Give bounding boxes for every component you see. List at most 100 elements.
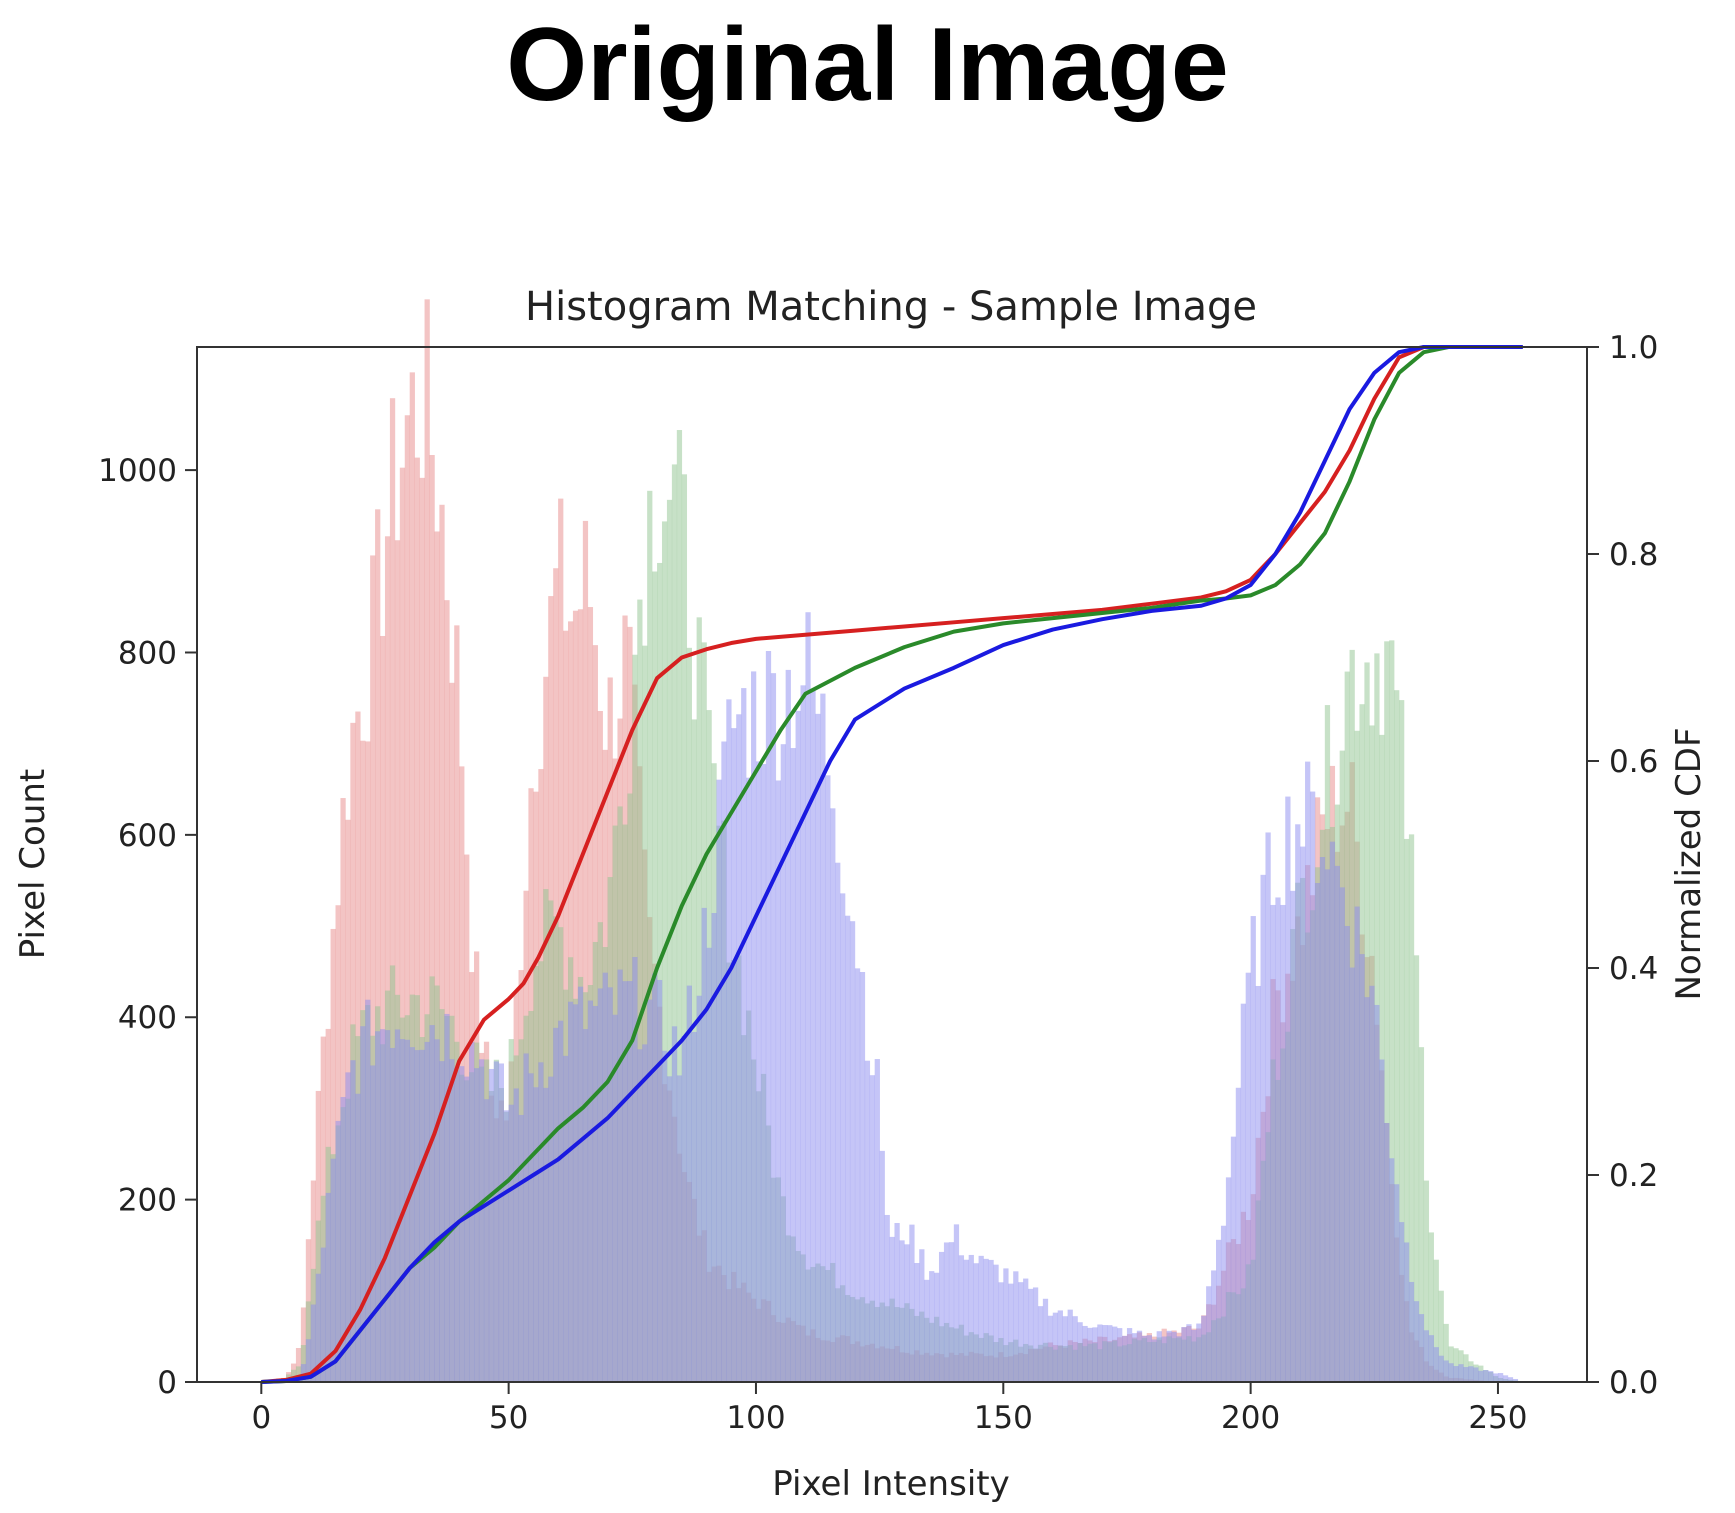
blue-hist-bar: [380, 1029, 386, 1382]
green-cdf-line: [261, 345, 1523, 1384]
blue-hist-bar: [1413, 1301, 1420, 1382]
blue-hist-bar: [1369, 985, 1375, 1382]
blue-hist-bar: [1502, 1375, 1509, 1382]
blue-hist-bar: [820, 693, 826, 1382]
blue-hist-bar: [582, 1029, 589, 1382]
blue-hist-bar: [1245, 972, 1251, 1382]
blue-hist-bar: [1018, 1282, 1024, 1382]
blue-hist-bar: [355, 1093, 361, 1382]
blue-hist-bar: [1250, 916, 1256, 1382]
blue-hist-bar: [889, 1236, 895, 1382]
blue-hist-bar: [1131, 1333, 1138, 1382]
blue-hist-bar: [493, 1061, 500, 1382]
blue-hist-bar: [1240, 1003, 1246, 1382]
blue-cdf-line: [261, 345, 1523, 1384]
blue-hist-bar: [869, 1075, 875, 1382]
blue-hist-bar: [1354, 906, 1360, 1382]
blue-hist-bar: [1334, 865, 1340, 1382]
green-hist-bar: [1394, 690, 1400, 1382]
green-hist-bar: [657, 562, 663, 1382]
blue-hist-bar: [1468, 1366, 1474, 1382]
blue-hist-bar: [1062, 1316, 1068, 1382]
blue-hist-bar: [760, 764, 767, 1382]
blue-hist-bar: [840, 893, 846, 1382]
blue-hist-bar: [978, 1255, 984, 1382]
green-hist-bar: [1438, 1290, 1444, 1382]
blue-hist-bar: [686, 985, 692, 1382]
blue-histogram: [261, 612, 1523, 1382]
blue-hist-bar: [498, 1063, 504, 1382]
blue-hist-bar: [1497, 1373, 1504, 1382]
blue-hist-bar: [1136, 1330, 1143, 1382]
blue-hist-bar: [1057, 1310, 1063, 1382]
green-hist-bar: [1453, 1348, 1459, 1382]
blue-hist-bar: [1418, 1314, 1425, 1382]
blue-hist-bar: [533, 1087, 539, 1382]
green-hist-bar: [1399, 700, 1405, 1382]
blue-hist-bar: [1141, 1335, 1148, 1382]
blue-hist-bar: [1077, 1322, 1083, 1382]
red-hist-bar: [300, 1307, 307, 1382]
blue-hist-bar: [652, 973, 658, 1382]
blue-hist-bar: [1285, 796, 1291, 1382]
blue-hist-bar: [1117, 1328, 1123, 1382]
blue-hist-bar: [1493, 1373, 1499, 1382]
blue-hist-bar: [370, 1065, 376, 1382]
blue-hist-bar: [1097, 1324, 1103, 1382]
blue-hist-bar: [1003, 1268, 1009, 1382]
blue-hist-bar: [572, 1004, 579, 1382]
blue-hist-bar: [518, 1114, 524, 1382]
blue-hist-bar: [716, 779, 722, 1382]
blue-hist-bar: [568, 1001, 574, 1382]
red-hist-bar: [380, 635, 386, 1382]
blue-hist-bar: [859, 972, 866, 1382]
blue-hist-bar: [1300, 846, 1306, 1382]
blue-hist-bar: [706, 947, 712, 1382]
blue-hist-bar: [513, 1088, 519, 1382]
blue-hist-bar: [948, 1242, 955, 1382]
blue-hist-bar: [1220, 1225, 1227, 1382]
red-hist-bar: [404, 415, 411, 1382]
blue-hist-bar: [993, 1264, 999, 1382]
green-hist-bar: [1379, 734, 1385, 1382]
blue-hist-bar: [1196, 1323, 1202, 1382]
blue-hist-bar: [1008, 1283, 1014, 1382]
y-axis-left: 0 200 400 600 800 1000: [98, 453, 197, 1401]
blue-hist-bar: [1453, 1366, 1459, 1382]
blue-hist-bar: [459, 1066, 465, 1382]
x-axis-label: Pixel Intensity: [772, 1464, 1009, 1504]
red-hist-bar: [444, 600, 450, 1382]
blue-hist-bar: [592, 1005, 598, 1382]
blue-hist-bar: [345, 1072, 351, 1382]
blue-hist-bar: [657, 979, 663, 1382]
blue-hist-bar: [577, 986, 584, 1382]
blue-hist-bar: [1052, 1312, 1059, 1382]
blue-hist-bar: [597, 988, 603, 1382]
blue-hist-bar: [1013, 1271, 1019, 1382]
red-hist-bar: [295, 1348, 302, 1382]
blue-hist-bar: [1201, 1315, 1207, 1382]
blue-hist-bar: [919, 1249, 925, 1382]
blue-hist-bar: [320, 1247, 326, 1382]
red-hist-bar: [414, 457, 420, 1383]
green-hist-bar: [647, 490, 653, 1383]
y2-tick-label: 0.6: [1609, 744, 1658, 780]
blue-hist-bar: [587, 1000, 594, 1382]
green-hist-bar: [1384, 641, 1390, 1382]
blue-hist-bar: [998, 1282, 1004, 1382]
x-tick-label: 250: [1468, 1400, 1527, 1436]
blue-hist-bar: [558, 1020, 564, 1382]
figure-title: Original Image: [506, 7, 1229, 123]
blue-hist-bar: [1107, 1325, 1113, 1382]
blue-hist-bar: [444, 1013, 450, 1382]
red-hist-bar: [439, 504, 445, 1382]
blue-hist-bar: [563, 1055, 569, 1382]
blue-hist-bar: [1151, 1339, 1157, 1382]
red-hist-bar: [409, 372, 415, 1382]
blue-hist-bar: [914, 1263, 920, 1382]
blue-hist-bar: [934, 1272, 940, 1382]
blue-hist-bar: [953, 1224, 960, 1382]
blue-hist-bar: [1319, 857, 1326, 1382]
blue-hist-bar: [350, 1060, 356, 1382]
